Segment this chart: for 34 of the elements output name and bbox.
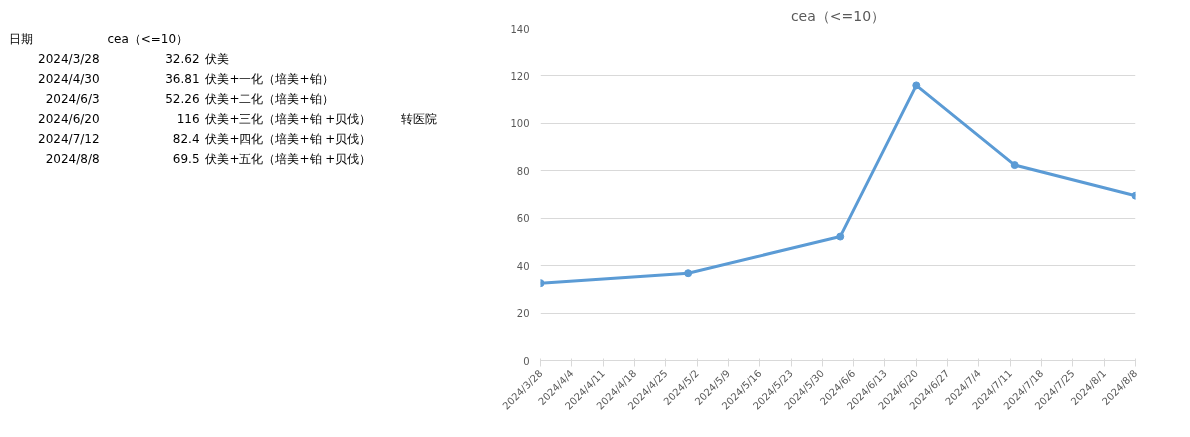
y-tick-label: 40 [516, 260, 530, 272]
point [684, 269, 693, 278]
text: 伏美 [205, 51, 230, 66]
text: 82.4 [172, 132, 200, 147]
text: 2024/6/20 [38, 111, 100, 126]
text: 伏美+五化（培美+铂 +贝伐） [205, 151, 372, 166]
text: 伏美+三化（培美+铂 +贝伐） [205, 111, 372, 126]
text: 伏美+四化（培美+铂 +贝伐） [205, 131, 372, 146]
text: 伏美+二化（培美+铂） [205, 91, 334, 106]
text: 转医院 [401, 111, 438, 126]
y-tick-label: 0 [523, 355, 530, 367]
text: 2024/4/30 [38, 71, 100, 86]
text: 2024/8/8 [45, 151, 100, 166]
text: cea（<=10） [107, 31, 189, 46]
text: 伏美+一化（培美+铂） [205, 71, 334, 86]
point [1010, 161, 1019, 170]
y-tick-label: 100 [510, 118, 530, 130]
point [912, 81, 921, 90]
text: 116 [176, 112, 200, 127]
text: 52.26 [165, 92, 200, 107]
y-tick-label: 80 [516, 165, 530, 177]
y-tick-label: 20 [516, 308, 530, 320]
text: 2024/3/28 [38, 51, 100, 66]
text: 日期 [9, 31, 34, 46]
point [836, 232, 845, 241]
y-tick-label: 120 [510, 70, 530, 82]
chart-title: cea（<=10） [790, 7, 886, 24]
text: 36.81 [165, 72, 200, 87]
text: 2024/6/3 [45, 91, 100, 106]
text: 69.5 [172, 152, 200, 167]
y-tick-label: 140 [510, 23, 530, 35]
text: 2024/7/12 [38, 131, 100, 146]
y-tick-label: 60 [516, 213, 530, 225]
text: 32.62 [165, 52, 200, 67]
